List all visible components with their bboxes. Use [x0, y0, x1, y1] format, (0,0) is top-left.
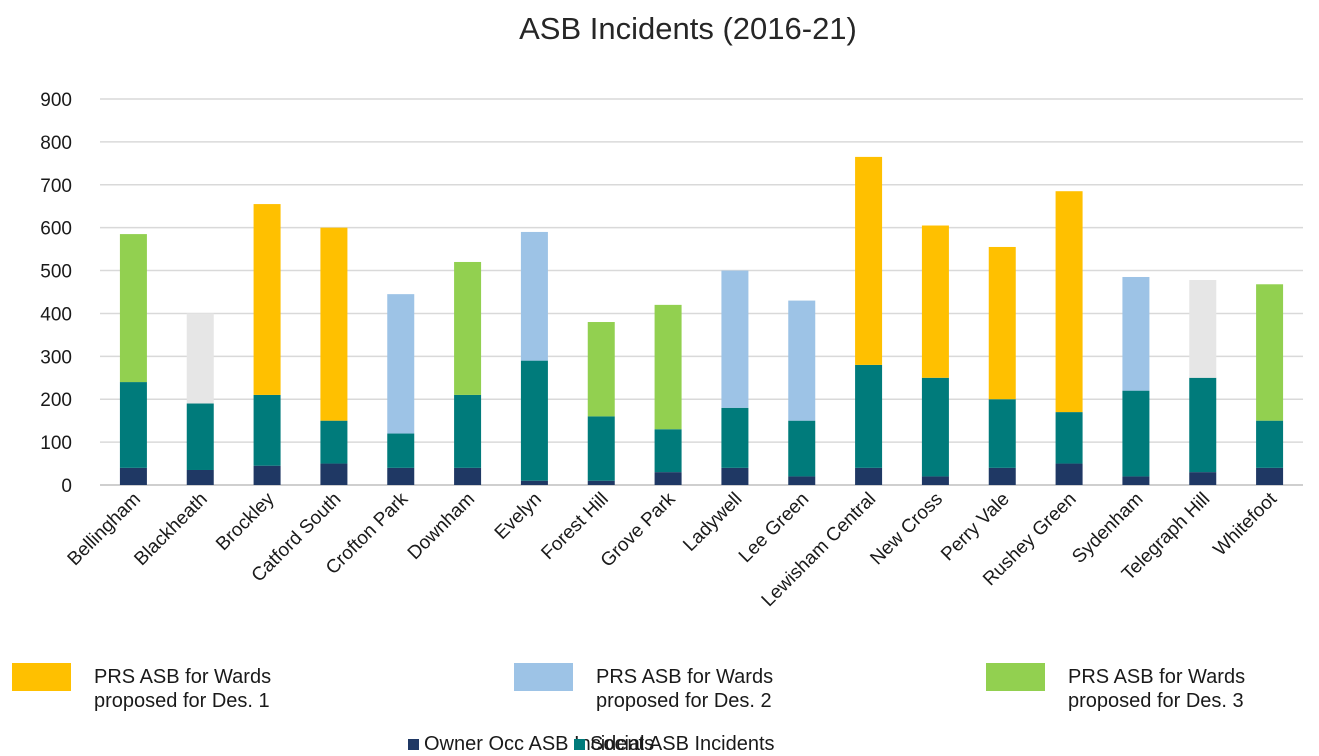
bar-segment-prs: [721, 270, 749, 408]
bar-segment-owner-occ: [587, 480, 615, 485]
bar-segment-prs: [186, 313, 214, 404]
legend-owner-occ: Owner Occ ASB Incidents: [408, 733, 654, 756]
bar-segment-prs: [1256, 284, 1284, 421]
legend-des-1: PRS ASB for Wards proposed for Des. 1: [12, 663, 271, 713]
bar-segment-prs: [387, 294, 415, 434]
gridlines: [100, 98, 1303, 486]
bar-segment-prs: [1189, 279, 1217, 378]
y-axis-ticks: 0 100 200 300 400 500 600 700 800 900: [40, 90, 72, 497]
bar-segment-owner-occ: [320, 463, 348, 485]
bar-segment-social: [855, 364, 883, 468]
bar-segment-social: [921, 377, 949, 477]
bar-segment-owner-occ: [119, 467, 147, 485]
bar-segment-social: [320, 420, 348, 464]
legend-des-2: PRS ASB for Wards proposed for Des. 2: [514, 663, 773, 713]
x-tick-label: Whitefoot: [1210, 488, 1282, 560]
x-tick-label: Lewisham Central: [758, 489, 880, 611]
legend-des-2-line2: proposed for Des. 2: [596, 690, 772, 712]
legend-owner-occ-label: Owner Occ ASB Incidents: [424, 733, 655, 755]
bar-segment-prs: [119, 234, 147, 383]
bar-segment-owner-occ: [387, 467, 415, 485]
y-tick-label: 200: [40, 390, 72, 411]
legend-des-1-line1: PRS ASB for Wards: [94, 666, 272, 688]
x-tick-label: Brockley: [212, 488, 279, 555]
bars: [119, 156, 1284, 485]
x-tick-label: New Cross: [866, 489, 947, 570]
bar-segment-owner-occ: [520, 480, 548, 485]
bar-segment-owner-occ: [253, 465, 281, 485]
bar-segment-social: [1122, 390, 1150, 477]
bar-segment-prs: [587, 322, 615, 417]
legend-swatch-des-3: [986, 663, 1045, 691]
y-tick-label: 300: [40, 347, 72, 368]
bar-segment-prs: [855, 156, 883, 365]
legend-des-1-line2: proposed for Des. 1: [94, 690, 270, 712]
bar-segment-owner-occ: [855, 467, 883, 485]
bar-segment-social: [454, 394, 482, 468]
bar-segment-owner-occ: [654, 472, 682, 485]
bar-segment-social: [1256, 420, 1284, 468]
bar-segment-prs: [454, 261, 482, 395]
bar-segment-owner-occ: [454, 467, 482, 485]
chart-title: ASB Incidents (2016-21): [519, 11, 857, 46]
x-tick-label: Evelyn: [491, 489, 546, 544]
bar-segment-prs: [988, 246, 1016, 400]
bar-segment-owner-occ: [988, 467, 1016, 485]
x-tick-label: Blackheath: [130, 489, 211, 570]
bar-segment-prs: [788, 300, 816, 421]
legend-des-3-line1: PRS ASB for Wards: [1068, 666, 1246, 688]
legend-swatch-owner-occ: [408, 739, 419, 750]
y-tick-label: 900: [40, 90, 72, 111]
y-tick-label: 0: [61, 476, 72, 497]
bar-segment-social: [387, 433, 415, 468]
bar-segment-social: [654, 429, 682, 473]
bar-segment-social: [1189, 377, 1217, 473]
bar-segment-owner-occ: [788, 476, 816, 485]
bar-segment-prs: [1122, 276, 1150, 391]
bar-segment-social: [721, 407, 749, 468]
y-tick-label: 800: [40, 133, 72, 154]
legend-des-2-line1: PRS ASB for Wards: [596, 666, 774, 688]
x-tick-label: Ladywell: [679, 489, 746, 556]
bar-segment-owner-occ: [921, 476, 949, 485]
legend-des-3: PRS ASB for Wards proposed for Des. 3: [986, 663, 1245, 713]
legend-swatch-des-2: [514, 663, 573, 691]
bar-segment-prs: [921, 225, 949, 378]
y-tick-label: 700: [40, 176, 72, 197]
bar-segment-owner-occ: [1256, 467, 1284, 485]
bar-segment-prs: [520, 231, 548, 361]
bar-segment-owner-occ: [1189, 472, 1217, 485]
y-tick-label: 400: [40, 304, 72, 325]
bar-segment-prs: [654, 304, 682, 430]
bar-segment-owner-occ: [1122, 476, 1150, 485]
bar-segment-social: [186, 403, 214, 470]
bar-segment-owner-occ: [721, 467, 749, 485]
legend-swatch-des-1: [12, 663, 71, 691]
bar-segment-social: [988, 399, 1016, 468]
bar-segment-social: [520, 360, 548, 481]
bar-segment-social: [253, 394, 281, 466]
y-tick-label: 500: [40, 262, 72, 283]
legend-social: Social ASB Incidents: [574, 733, 775, 756]
bar-segment-owner-occ: [1055, 463, 1083, 485]
y-tick-label: 600: [40, 219, 72, 240]
bar-segment-social: [788, 420, 816, 477]
legend-swatch-social: [574, 739, 585, 750]
y-tick-label: 100: [40, 433, 72, 454]
bar-segment-prs: [1055, 191, 1083, 413]
legend-social-label: Social ASB Incidents: [590, 733, 775, 755]
bar-segment-prs: [320, 227, 348, 421]
x-tick-label: Downham: [404, 489, 479, 564]
bar-segment-social: [119, 382, 147, 468]
bar-segment-prs: [253, 204, 281, 395]
bar-segment-social: [1055, 412, 1083, 464]
bar-segment-owner-occ: [186, 469, 214, 485]
bar-segment-social: [587, 416, 615, 481]
legend-des-3-line2: proposed for Des. 3: [1068, 690, 1244, 712]
